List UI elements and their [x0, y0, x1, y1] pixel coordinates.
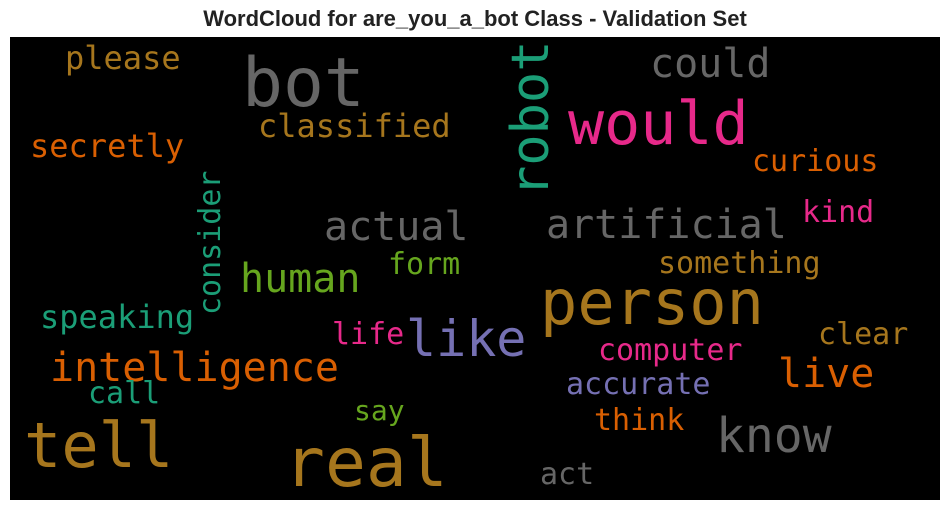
word-form: form	[388, 247, 460, 282]
word-would: would	[568, 89, 749, 159]
word-clear: clear	[818, 317, 908, 352]
word-bot: bot	[242, 44, 365, 123]
word-real: real	[284, 424, 448, 500]
word-think: think	[594, 403, 684, 438]
word-act: act	[540, 457, 594, 492]
wordcloud-canvas: please bot robot could would classified secret…	[10, 37, 940, 503]
word-kind: kind	[802, 195, 874, 230]
word-consider: consider	[193, 171, 228, 316]
word-tell: tell	[24, 409, 173, 482]
word-know: know	[716, 408, 832, 464]
word-speaking: speaking	[40, 298, 194, 336]
word-like: like	[406, 310, 526, 368]
word-please: please	[65, 39, 181, 77]
word-actual: actual	[324, 204, 469, 250]
word-say: say	[354, 394, 405, 427]
word-could: could	[650, 41, 770, 87]
word-curious: curious	[752, 144, 878, 179]
word-live: live	[778, 351, 874, 397]
word-intelligence: intelligence	[50, 345, 339, 391]
word-computer: computer	[598, 333, 743, 368]
word-accurate: accurate	[566, 367, 711, 402]
word-call: call	[88, 376, 160, 411]
word-artificial: artificial	[546, 202, 787, 248]
word-something: something	[658, 246, 821, 281]
chart-title: WordCloud for are_you_a_bot Class - Vali…	[203, 6, 747, 31]
word-robot: robot	[501, 40, 561, 197]
word-classified: classified	[258, 107, 451, 145]
word-life: life	[332, 317, 404, 352]
word-human: human	[240, 256, 360, 302]
word-person: person	[540, 266, 764, 339]
word-secretly: secretly	[30, 127, 184, 165]
